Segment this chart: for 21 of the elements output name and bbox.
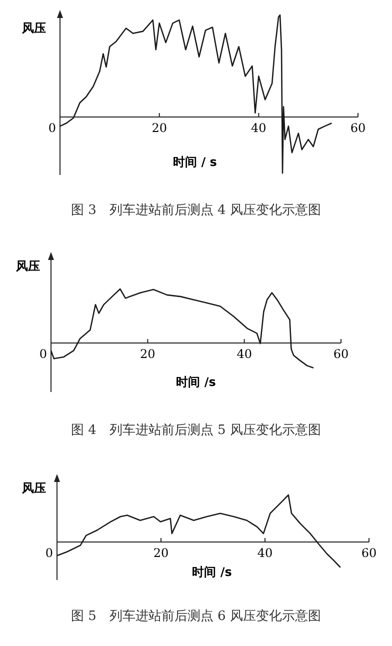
y-axis-title: 风压 <box>15 259 40 273</box>
x-tick-label: 60 <box>361 546 377 560</box>
text: 图 3 列车进站前后测点 4 风压变化示意图 <box>71 203 321 218</box>
x-axis-title: 时间 /s <box>192 565 232 579</box>
x-tick-label: 60 <box>333 347 349 361</box>
y-axis-title: 风压 <box>21 481 46 495</box>
text: 图 4 列车进站前后测点 5 风压变化示意图 <box>71 423 321 438</box>
text: 图 5 列车进站前后测点 6 风压变化示意图 <box>71 609 321 624</box>
x-tick-label: 60 <box>350 121 366 135</box>
x-tick-label: 20 <box>152 121 167 135</box>
x-tick-label: 40 <box>251 121 266 135</box>
x-tick-label: 20 <box>153 546 169 560</box>
x-tick-label: 40 <box>257 546 273 560</box>
x-tick-label: 20 <box>140 347 156 361</box>
x-tick-label: 0 <box>39 347 47 361</box>
x-tick-label: 40 <box>236 347 252 361</box>
x-axis-title: 时间 /s <box>176 375 216 389</box>
x-tick-label: 0 <box>45 546 53 560</box>
x-axis-title: 时间 / s <box>173 155 217 169</box>
x-tick-label: 0 <box>48 121 56 135</box>
y-axis-title: 风压 <box>21 21 46 35</box>
